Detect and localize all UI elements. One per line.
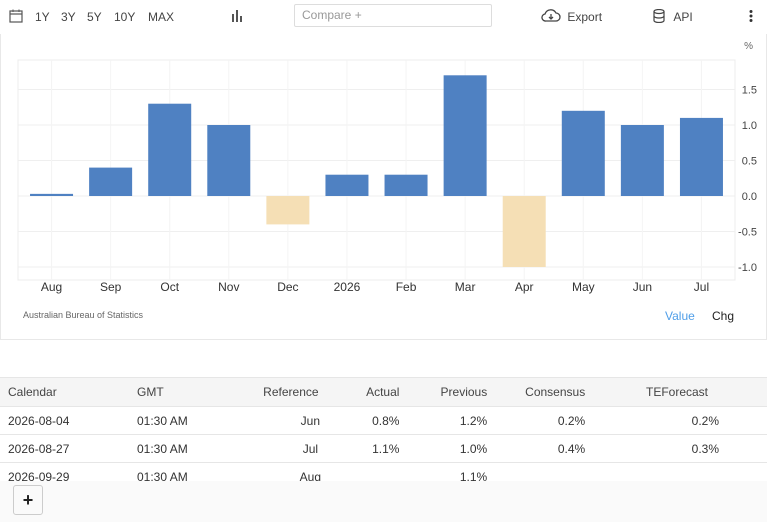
range-10y-button[interactable]: 10Y	[114, 10, 136, 24]
range-3y-button[interactable]: 3Y	[61, 10, 76, 24]
calendar-table: Calendar GMT Reference Actual Previous C…	[0, 377, 767, 491]
table-footer	[0, 481, 767, 522]
row-actual: 0.8%	[347, 406, 401, 435]
more-options-icon[interactable]	[749, 9, 753, 26]
bar-aug	[30, 193, 74, 196]
x-tick-label: Jul	[694, 280, 709, 294]
y-unit-label: %	[744, 41, 753, 52]
bar-jul	[679, 117, 723, 196]
row-consensus: 0.4%	[488, 434, 587, 463]
header-teforecast: TEForecast	[586, 377, 767, 407]
header-gmt: GMT	[129, 377, 235, 407]
compare-input[interactable]: Compare +	[294, 4, 492, 27]
row-date: 2026-08-04	[0, 406, 129, 435]
x-tick-label: Mar	[455, 280, 476, 294]
row-gmt: 01:30 AM	[129, 434, 235, 463]
table-row: 2026-08-27 01:30 AM Jul 1.1% 1.0% 0.4% 0…	[0, 434, 767, 463]
header-consensus: Consensus	[488, 377, 587, 407]
api-button[interactable]: API	[653, 8, 693, 24]
bar-chart: 1.5 1.0 0.5 0.0 -0.5 -1.0% Aug Sep Oct Nov Dec 2026…	[17, 41, 757, 294]
row-previous: 1.2%	[400, 406, 489, 435]
row-previous: 1.0%	[400, 434, 489, 463]
range-max-button[interactable]: MAX	[148, 10, 175, 24]
x-tick-label: 2026	[334, 280, 361, 294]
cloud-download-icon	[541, 9, 561, 22]
bar-mar	[443, 75, 487, 196]
source-label: Australian Bureau of Statistics	[23, 310, 144, 320]
row-actual: 1.1%	[347, 434, 401, 463]
bar-oct	[148, 103, 192, 196]
x-tick-label: Sep	[100, 280, 122, 294]
x-tick-label: Dec	[277, 280, 298, 294]
bar-apr	[502, 196, 546, 267]
row-date: 2026-08-27	[0, 434, 129, 463]
x-tick-label: Nov	[218, 280, 239, 294]
y-tick-label: 0.0	[742, 191, 757, 203]
y-tick-label: 1.0	[742, 120, 757, 132]
x-tick-label: Apr	[515, 280, 534, 294]
row-gmt: 01:30 AM	[129, 406, 235, 435]
table-row: 2026-08-04 01:30 AM Jun 0.8% 1.2% 0.2% 0…	[0, 406, 767, 435]
value-toggle[interactable]: Value	[665, 309, 695, 323]
plot-area	[17, 59, 736, 281]
database-icon	[653, 8, 665, 24]
bar-jun	[620, 125, 664, 196]
y-tick-label: 0.5	[742, 156, 757, 168]
x-tick-label: Jun	[633, 280, 652, 294]
y-tick-label: -0.5	[738, 227, 757, 239]
export-label: Export	[567, 10, 603, 24]
bar-dec	[266, 196, 310, 225]
y-tick-label: -1.0	[738, 262, 757, 274]
x-tick-label: May	[572, 280, 595, 294]
row-consensus: 0.2%	[488, 406, 587, 435]
add-event-button[interactable]: +	[13, 485, 43, 515]
range-5y-button[interactable]: 5Y	[87, 10, 102, 24]
row-reference: Jun	[234, 406, 348, 435]
row-teforecast: 0.3%	[586, 434, 767, 463]
bar-nov	[207, 125, 251, 196]
calendar-header-row: Calendar GMT Reference Actual Previous C…	[0, 377, 767, 407]
header-reference: Reference	[234, 377, 348, 407]
header-previous: Previous	[400, 377, 489, 407]
range-1y-button[interactable]: 1Y	[35, 10, 50, 24]
row-teforecast: 0.2%	[586, 406, 767, 435]
chart-toolbar: 1Y 3Y 5Y 10Y MAX Compare + Export API	[0, 0, 768, 34]
row-reference: Jul	[234, 434, 348, 463]
y-tick-label: 1.5	[742, 85, 757, 97]
bar-may	[561, 110, 605, 196]
chart-panel	[0, 34, 767, 340]
bar-sep	[89, 167, 133, 196]
calendar-icon[interactable]	[9, 9, 23, 26]
x-tick-label: Feb	[396, 280, 417, 294]
header-actual: Actual	[347, 377, 401, 407]
x-tick-label: Oct	[160, 280, 179, 294]
bar-2026	[325, 174, 369, 196]
chg-toggle[interactable]: Chg	[712, 309, 735, 323]
export-button[interactable]: Export	[541, 9, 602, 24]
api-label: API	[673, 10, 693, 24]
bar-feb	[384, 174, 428, 196]
header-calendar: Calendar	[0, 377, 129, 407]
x-tick-label: Aug	[41, 280, 62, 294]
chart-type-icon[interactable]	[230, 9, 244, 26]
